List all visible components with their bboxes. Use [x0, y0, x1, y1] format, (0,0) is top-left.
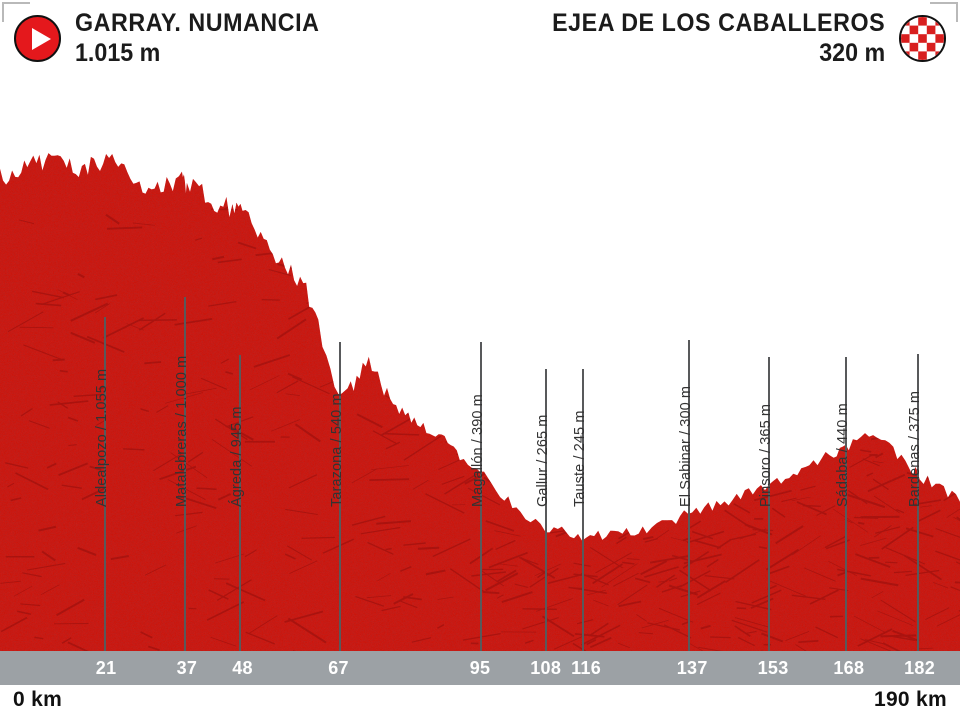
waypoint-label: Pinsoro / 365 m — [758, 403, 774, 507]
km-tick-label: 168 — [833, 658, 865, 678]
waypoint-leader-line — [845, 357, 847, 667]
end-km-label: 190 km — [873, 688, 947, 711]
waypoint-leader-line — [545, 369, 547, 667]
finish-text: EJEA DE LOS CABALLEROS 320 m — [527, 10, 885, 66]
waypoint-label: Matalebreras / 1.000 m — [174, 355, 190, 507]
start-town-name: GARRAY. NUMANCIA — [75, 9, 320, 37]
distance-footer: 0 km 190 km — [0, 685, 960, 720]
finish-checkered-circle-icon — [899, 14, 946, 62]
stage-header: GARRAY. NUMANCIA 1.015 m EJEA DE LOS CAB… — [0, 0, 960, 92]
finish-altitude: 320 m — [819, 38, 885, 67]
waypoint-label: Gallur / 265 m — [535, 414, 551, 507]
waypoint-leader-line — [339, 342, 341, 667]
waypoint-leader-line — [239, 355, 241, 667]
km-tick-label: 153 — [757, 658, 789, 678]
checkered-pattern-icon — [901, 16, 944, 60]
km-tick-label: 48 — [232, 658, 253, 678]
waypoint-label: Sádaba / 440 m — [835, 403, 851, 507]
waypoint-leader-line — [582, 369, 584, 667]
start-km-label: 0 km — [13, 688, 63, 711]
waypoint-label: El Sabinar / 300 m — [678, 385, 694, 507]
waypoint-label: Ágreda / 945 m — [229, 406, 245, 507]
km-tick-label: 137 — [676, 658, 708, 678]
finish-town-name: EJEA DE LOS CABALLEROS — [551, 9, 885, 37]
corner-bracket-top-left — [2, 2, 30, 22]
waypoint-label: Aldealpozo / 1.055 m — [94, 368, 110, 507]
finish-block: EJEA DE LOS CABALLEROS 320 m — [527, 10, 946, 66]
km-tick-label: 108 — [530, 658, 562, 678]
elevation-profile-chart: Aldealpozo / 1.055 m Matalebreras / 1.000… — [0, 92, 960, 667]
start-altitude: 1.015 m — [75, 38, 161, 67]
start-text: GARRAY. NUMANCIA 1.015 m — [75, 10, 338, 66]
waypoint-leader-line — [917, 354, 919, 667]
waypoint-leader-line — [768, 357, 770, 667]
km-tick-label: 67 — [328, 658, 349, 678]
waypoint-label: Magallón / 390 m — [470, 394, 486, 507]
play-triangle-icon — [32, 27, 51, 50]
waypoint-leader-line — [104, 317, 106, 667]
corner-bracket-top-right — [930, 2, 958, 22]
km-axis-bar: 21 37 48 67 95 108 116 137 153 168 182 — [0, 651, 960, 685]
waypoint-label: Bardenas / 375 m — [907, 390, 923, 507]
km-tick-label: 37 — [176, 658, 198, 678]
waypoint-leader-line — [184, 297, 186, 667]
km-tick-label: 182 — [904, 658, 936, 678]
start-block: GARRAY. NUMANCIA 1.015 m — [14, 10, 338, 66]
km-tick-label: 95 — [469, 658, 491, 678]
waypoint-label: Tarazona / 540 m — [329, 393, 345, 507]
waypoint-leader-line — [688, 340, 690, 667]
km-tick-label: 116 — [571, 658, 602, 678]
waypoint-leader-line — [480, 342, 482, 667]
km-tick-label: 21 — [95, 658, 117, 678]
waypoint-label: Tauste / 245 m — [572, 410, 588, 507]
start-play-circle-icon — [14, 14, 61, 62]
